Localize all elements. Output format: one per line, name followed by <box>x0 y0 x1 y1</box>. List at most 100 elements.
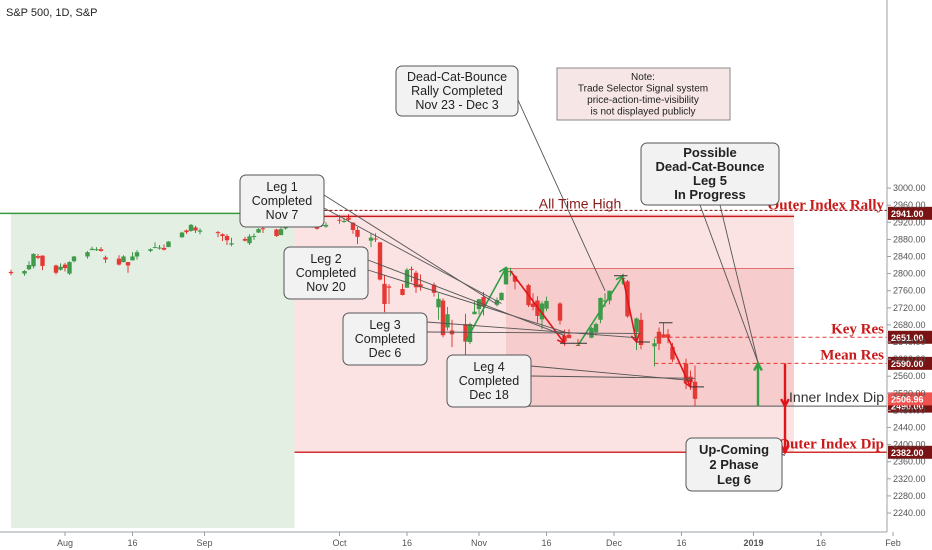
candle-body <box>436 298 441 308</box>
candle-body <box>166 241 171 248</box>
candle-body <box>499 292 504 301</box>
candle-body <box>445 314 450 328</box>
candle-body <box>283 227 288 229</box>
up-coming-leg-6-line: Leg 6 <box>717 472 751 487</box>
candle-body <box>440 300 446 336</box>
candle-body <box>224 235 230 241</box>
candle-body <box>661 334 666 338</box>
note-line: price-action-time-visibility <box>587 95 699 106</box>
leg-2-pointer-a <box>367 259 565 337</box>
y-tick-label: 2320.00 <box>893 474 926 484</box>
candle-body <box>148 249 153 251</box>
candle-body <box>89 248 95 251</box>
leg-2-line: Completed <box>296 266 356 280</box>
outer-index-dip-label: Outer Index Dip <box>778 436 884 452</box>
y-tick-label: 2520.00 <box>893 388 926 398</box>
candle-body <box>683 363 689 383</box>
y-tick-label: 2400.00 <box>893 440 926 450</box>
x-tick-label: Nov <box>471 538 488 548</box>
candle-body <box>152 247 158 249</box>
key-res-label: Key Res <box>831 321 884 337</box>
y-tick-label: 2960.00 <box>893 200 926 210</box>
candle-body <box>634 318 639 333</box>
candle-body <box>274 229 279 236</box>
note-line: Note: <box>631 72 655 83</box>
candle-body <box>575 344 581 346</box>
last-price-tag-text: 2506.96 <box>891 394 924 404</box>
leg-4-arrow <box>667 337 692 388</box>
y-tick-label: 2440.00 <box>893 423 926 433</box>
x-tick-label: 16 <box>541 538 551 548</box>
candle-body <box>494 300 500 305</box>
candle-body <box>463 324 468 342</box>
dead-cat-bounce-box <box>395 65 519 117</box>
candle-body <box>323 224 329 227</box>
candle-body <box>341 221 347 223</box>
candle-body <box>337 219 342 221</box>
possible-leg-5-line: Possible <box>683 145 736 160</box>
leg-5-arrow-head <box>753 360 763 371</box>
candle-body <box>62 264 68 269</box>
candle-body <box>656 331 662 344</box>
outer-index-rally-tag <box>888 206 932 220</box>
candle-body <box>161 247 167 250</box>
leg-1-pointer-b <box>323 207 502 304</box>
y-tick-label: 2840.00 <box>893 252 926 262</box>
candle-body <box>382 283 387 304</box>
candle-body <box>346 217 351 220</box>
mean-res-tag <box>888 356 932 370</box>
candle-body <box>373 238 378 240</box>
candle-body <box>251 235 257 237</box>
candle-body <box>404 269 410 288</box>
possible-leg-5-line: Dead-Cat-Bounce <box>655 159 764 174</box>
candle-body <box>413 272 419 288</box>
leg-4-line: Leg 4 <box>473 360 504 374</box>
y-tick-label: 3000.00 <box>893 183 926 193</box>
leg-3-line: Dec 6 <box>369 346 402 360</box>
note-line: is not displayed publicly <box>590 107 695 118</box>
candle-body <box>539 303 545 320</box>
candle-body <box>418 284 423 288</box>
candle-body <box>278 229 284 236</box>
y-tick-label: 2800.00 <box>893 269 926 279</box>
y-tick-label: 2560.00 <box>893 371 926 381</box>
y-tick-label: 2760.00 <box>893 286 926 296</box>
leg-4-pointer-b <box>530 375 696 379</box>
leg-2-pointer-b <box>367 269 570 334</box>
leg-3-line: Completed <box>355 332 415 346</box>
candle-body <box>512 276 518 282</box>
inner-dip-zone <box>506 268 794 407</box>
candle-body <box>179 232 185 238</box>
outer-index-rally-tag-text: 2941.00 <box>891 209 924 219</box>
leg-1-line: Completed <box>252 194 312 208</box>
candle-body <box>53 265 59 273</box>
inner-index-dip-tag-text: 2490.00 <box>891 402 924 412</box>
candle-body <box>472 311 477 315</box>
x-tick-label: 16 <box>127 538 137 548</box>
leg-4-line: Completed <box>459 374 519 388</box>
leg-3-pointer-b <box>426 331 642 334</box>
shaded-regions <box>11 213 794 528</box>
leg-5-pointer-b <box>719 204 759 363</box>
x-tick-label: Aug <box>57 538 73 548</box>
candle-body <box>134 252 140 257</box>
rally-zone <box>11 213 295 528</box>
x-tick-label: 16 <box>816 538 826 548</box>
candle-body <box>400 288 405 295</box>
leg-4-box <box>446 354 532 408</box>
candle-body <box>125 262 131 266</box>
possible-leg-5-line: Leg 5 <box>693 173 727 188</box>
candle-body <box>652 343 657 347</box>
leg-3-box <box>342 312 428 366</box>
dead-cat-bounce-line: Dead-Cat-Bounce <box>407 70 507 84</box>
candle-body <box>665 334 671 338</box>
candle-body <box>8 271 14 274</box>
inner-index-dip-label: Inner Index Dip <box>789 389 884 405</box>
candle-body <box>26 265 32 270</box>
possible-leg-5-box <box>640 142 780 206</box>
candle-body <box>22 271 27 274</box>
candle-body <box>638 319 644 345</box>
level-lines: All Time High Outer Index Rally 2941.00 Key… <box>0 195 932 459</box>
candle-body <box>350 222 356 230</box>
